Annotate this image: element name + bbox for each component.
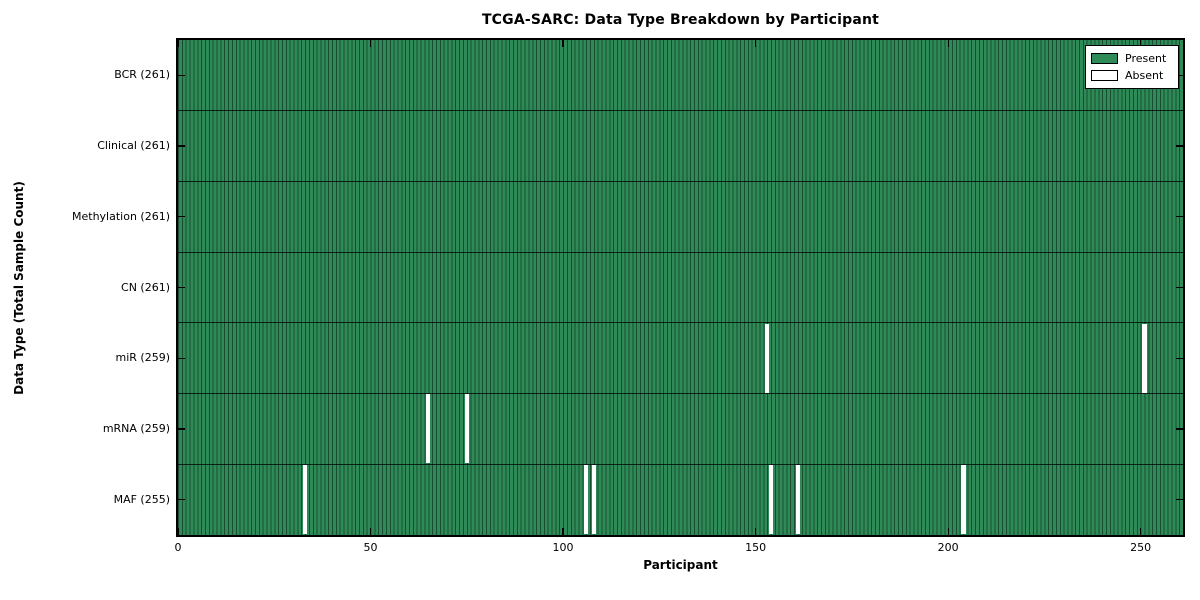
absent-gap-MAF-161 (795, 465, 801, 535)
y-tick-left (178, 428, 185, 430)
absent-gap-mRNA-65 (426, 394, 431, 464)
x-tick-bottom (754, 528, 757, 535)
y-tick-label-CN: CN (261) (121, 280, 170, 294)
row-Clinical (178, 110, 1183, 182)
y-tick-right (1176, 428, 1183, 430)
y-tick-label-Methylation: Methylation (261) (72, 209, 170, 223)
row-separator (178, 463, 1183, 465)
legend: Present Absent (1085, 45, 1179, 89)
absent-gap-MAF-106 (583, 465, 589, 535)
absent-gap-mRNA-75 (464, 394, 469, 464)
y-tick-label-miR: miR (259) (115, 351, 171, 365)
row-CN (178, 252, 1183, 323)
row-Methylation (178, 181, 1183, 253)
absent-gap-miR-251 (1142, 323, 1147, 393)
absent-gap-MAF-154 (768, 465, 774, 535)
y-tick-right (1176, 216, 1183, 218)
x-tick-top (177, 40, 179, 47)
row-separator (178, 393, 1183, 395)
y-tick-label-mRNA: mRNA (259) (102, 421, 170, 435)
absent-gap-MAF-33 (302, 465, 308, 535)
x-tick-bottom (947, 528, 949, 535)
x-tick-label-50: 50 (363, 541, 378, 554)
x-tick-bottom (562, 528, 564, 535)
row-separator (178, 180, 1183, 182)
legend-absent-swatch (1091, 70, 1118, 81)
y-tick-left (178, 74, 185, 76)
x-tick-label-100: 100 (552, 541, 574, 554)
y-tick-left (178, 145, 185, 147)
legend-present-swatch (1091, 53, 1118, 64)
y-tick-left (178, 216, 185, 218)
legend-absent-label: Absent (1125, 68, 1164, 82)
row-BCR (178, 40, 1183, 111)
y-tick-left (178, 286, 185, 289)
x-tick-label-150: 150 (745, 541, 767, 554)
legend-item-present: Present (1091, 50, 1173, 67)
x-tick-bottom (369, 528, 372, 535)
row-miR (178, 322, 1183, 394)
x-tick-top (754, 40, 757, 47)
x-tick-top (1140, 40, 1142, 47)
x-tick-top (369, 40, 372, 47)
y-tick-right (1176, 145, 1183, 147)
y-tick-right (1176, 74, 1183, 76)
x-tick-bottom (1140, 528, 1142, 535)
absent-gap-MAF-108 (591, 465, 597, 535)
y-tick-right (1176, 357, 1183, 359)
y-tick-label-Clinical: Clinical (261) (97, 139, 170, 153)
legend-item-absent: Absent (1091, 67, 1173, 84)
x-tick-bottom (177, 528, 179, 535)
x-tick-top (562, 40, 564, 47)
x-tick-label-200: 200 (937, 541, 959, 554)
legend-present-label: Present (1125, 51, 1167, 65)
x-tick-top (947, 40, 949, 47)
row-separator (178, 110, 1183, 112)
absent-gap-miR-153 (764, 323, 770, 393)
row-MAF (178, 464, 1183, 535)
y-tick-label-BCR: BCR (261) (114, 68, 170, 82)
y-tick-right (1176, 286, 1183, 289)
row-separator (178, 322, 1183, 324)
y-tick-left (178, 499, 185, 501)
absent-gap-MAF-204 (961, 465, 966, 535)
row-mRNA (178, 393, 1183, 465)
y-tick-label-MAF: MAF (255) (113, 492, 170, 506)
y-tick-left (178, 357, 185, 359)
row-separator (178, 251, 1183, 253)
x-tick-label-0: 0 (174, 541, 182, 554)
plot-area (177, 40, 1183, 535)
chart-title: TCGA-SARC: Data Type Breakdown by Partic… (481, 12, 880, 28)
x-tick-label-250: 250 (1130, 541, 1152, 554)
y-tick-right (1176, 499, 1183, 501)
x-axis-label: Participant (643, 558, 718, 572)
